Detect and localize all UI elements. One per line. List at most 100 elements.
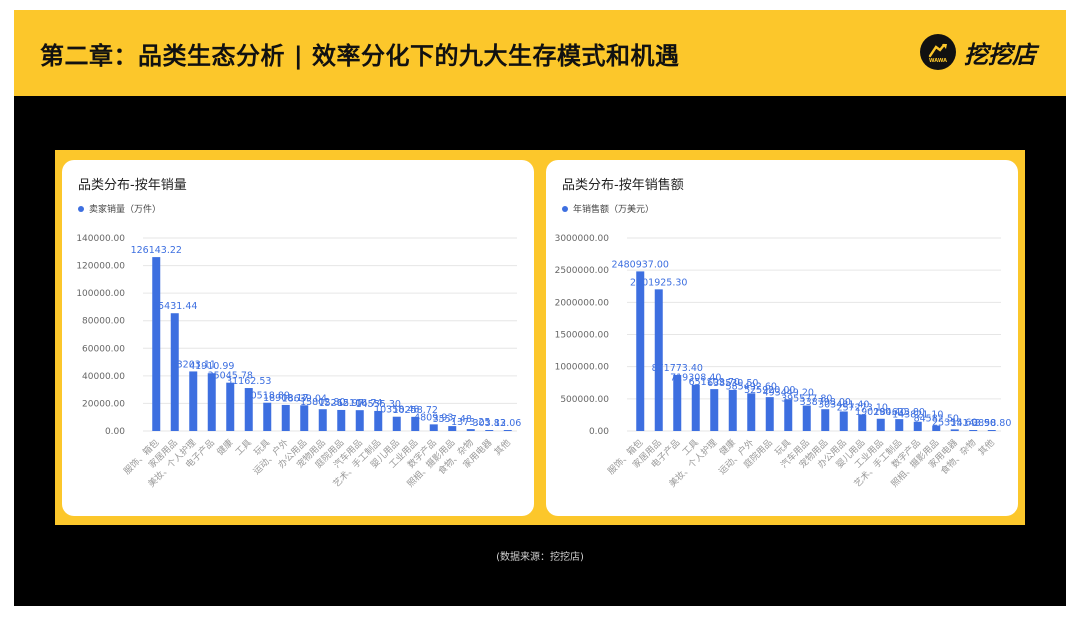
svg-text:WAWA: WAWA: [929, 58, 947, 64]
bar[interactable]: [189, 371, 198, 431]
y-tick-label: 100000.00: [76, 289, 125, 299]
bar[interactable]: [300, 405, 309, 431]
bar[interactable]: [969, 430, 978, 431]
bar[interactable]: [858, 414, 867, 431]
bar-chart-sales-volume: 140000.00 120000.00 100000.00 80000.00 60000…: [76, 234, 521, 490]
y-tick-label: 500000.00: [560, 395, 609, 405]
chart-panel-sales-volume: 品类分布-按年销量 卖家销量（万件） 140000.00 120000.00 100…: [62, 160, 534, 516]
data-label: 3858.80: [972, 418, 1011, 429]
bar[interactable]: [244, 388, 253, 431]
bar[interactable]: [411, 416, 420, 431]
data-label: 303481.40: [818, 399, 869, 410]
x-tick-label: 工具: [233, 437, 254, 458]
header-bar: 第二章：品类生态分析 | 效率分化下的九大生存模式和机遇 WAWA 挖挖店: [14, 10, 1066, 96]
legend-label: 卖家销量（万件）: [89, 205, 162, 215]
bar[interactable]: [281, 404, 290, 431]
legend-label: 年销售额（万美元）: [573, 205, 655, 215]
bar[interactable]: [802, 405, 811, 431]
data-label: 4809.93: [414, 412, 453, 423]
bar[interactable]: [821, 409, 830, 431]
x-tick-label: 其他: [976, 437, 997, 458]
data-label: 143821.10: [892, 410, 943, 421]
y-tick-label: 1500000.00: [555, 331, 610, 341]
bar[interactable]: [355, 410, 364, 431]
y-tick-label: 0.00: [589, 427, 609, 437]
data-label: 719308.40: [670, 373, 721, 384]
bar[interactable]: [913, 421, 922, 431]
bar[interactable]: [876, 418, 885, 431]
data-label: 493449.20: [763, 387, 814, 398]
bar[interactable]: [784, 399, 793, 431]
data-label: 15106.74: [337, 398, 382, 409]
bar[interactable]: [466, 429, 475, 431]
y-tick-label: 20000.00: [82, 399, 125, 409]
bar[interactable]: [207, 373, 216, 431]
data-label: 126143.22: [131, 245, 182, 256]
chart-title: 品类分布-按年销售额: [562, 178, 684, 193]
data-label: 651103.70: [689, 377, 740, 388]
bar[interactable]: [839, 411, 848, 431]
bar[interactable]: [503, 430, 512, 431]
y-tick-label: 120000.00: [76, 262, 125, 272]
data-label: 10258.72: [393, 405, 438, 416]
bar[interactable]: [263, 402, 272, 431]
y-tick-label: 2500000.00: [555, 266, 610, 276]
chart-title: 品类分布-按年销量: [78, 178, 187, 193]
data-label: 871773.40: [652, 363, 703, 374]
data-label: 395577.80: [781, 394, 832, 405]
data-label: 338798.00: [800, 397, 851, 408]
bar[interactable]: [987, 430, 996, 431]
y-tick-label: 1000000.00: [555, 363, 610, 373]
brand-name: 挖挖店: [964, 40, 1036, 69]
data-label: 3557.48: [433, 414, 472, 425]
legend-marker: [562, 205, 568, 212]
bar[interactable]: [170, 313, 179, 431]
data-label: 41910.99: [189, 361, 234, 372]
bar[interactable]: [932, 425, 941, 431]
data-label: 257273.10: [837, 402, 888, 413]
chart-legend[interactable]: 卖家销量（万件）: [78, 202, 161, 215]
bar[interactable]: [374, 410, 383, 431]
y-tick-label: 2000000.00: [555, 298, 610, 308]
y-tick-label: 0.00: [105, 427, 125, 437]
data-label: 15802.80: [300, 397, 345, 408]
brand-logo: WAWA 挖挖店: [920, 34, 1036, 70]
data-label: 2201925.30: [630, 277, 687, 288]
data-label: 190290.40: [855, 407, 906, 418]
bar[interactable]: [747, 393, 756, 431]
bar[interactable]: [728, 389, 737, 431]
data-label: 85431.44: [152, 301, 197, 312]
bar[interactable]: [337, 409, 346, 431]
bar[interactable]: [950, 429, 959, 431]
data-label: 20518.89: [245, 391, 290, 402]
bar[interactable]: [636, 271, 645, 431]
x-tick-label: 其他: [492, 437, 513, 458]
bar[interactable]: [765, 397, 774, 431]
data-label: 25355.60: [932, 417, 977, 428]
bar[interactable]: [710, 389, 719, 431]
bar[interactable]: [485, 430, 494, 431]
data-label: 18908.17: [263, 393, 308, 404]
bar[interactable]: [448, 426, 457, 431]
bar[interactable]: [226, 382, 235, 431]
bar[interactable]: [318, 409, 327, 431]
bar[interactable]: [429, 424, 438, 431]
bar[interactable]: [673, 374, 682, 431]
data-label: 303.83: [473, 418, 506, 429]
data-label: 31162.53: [226, 376, 271, 387]
x-tick-label: 健康: [214, 437, 235, 458]
data-label: 525920.00: [744, 385, 795, 396]
bar[interactable]: [152, 257, 161, 431]
chart-legend[interactable]: 年销售额（万美元）: [562, 202, 654, 215]
bar[interactable]: [392, 416, 401, 431]
bar[interactable]: [895, 419, 904, 431]
data-source-note: (数据来源：挖挖店): [496, 552, 584, 563]
data-label: 18639.04: [282, 393, 327, 404]
data-label: 638530.50: [707, 378, 758, 389]
bar[interactable]: [691, 384, 700, 431]
data-label: 585492.60: [726, 381, 777, 392]
y-tick-label: 80000.00: [82, 317, 125, 327]
bar[interactable]: [654, 289, 663, 431]
y-tick-label: 3000000.00: [555, 234, 610, 244]
data-label: 14143.90: [951, 418, 996, 429]
